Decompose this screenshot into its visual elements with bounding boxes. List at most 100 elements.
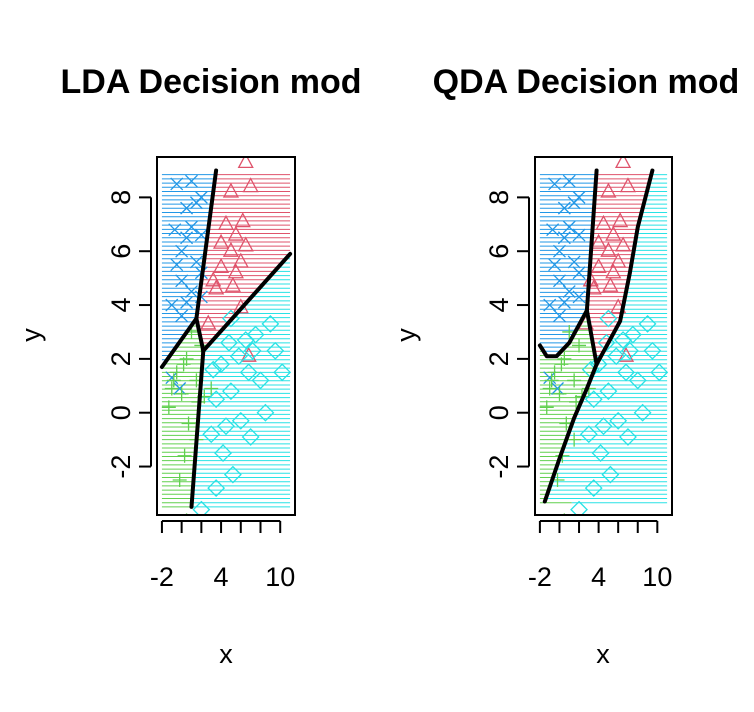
qda-point-cyan	[584, 390, 603, 409]
lda-point-cyan	[229, 347, 248, 366]
lda-y-tick-label: 8	[106, 190, 136, 205]
qda-boundary-line	[594, 168, 655, 367]
qda-y-tick-label: 6	[484, 244, 514, 259]
qda-point-blue	[572, 266, 586, 280]
lda-boundary-line	[194, 168, 219, 321]
lda-point-green	[161, 400, 176, 415]
lda-point-green	[204, 381, 219, 396]
lda-point-blue	[175, 309, 189, 323]
qda-point-green	[539, 400, 554, 415]
qda-point-green	[567, 432, 582, 447]
qda-point-cyan	[621, 341, 639, 360]
qda-point-blue	[548, 258, 562, 272]
qda-point-cyan	[628, 371, 647, 390]
lda-point-green	[174, 386, 189, 401]
qda-point-blue	[557, 231, 571, 245]
qda-point-blue	[557, 201, 571, 215]
qda-plot-frame	[534, 156, 673, 516]
qda-point-cyan	[607, 347, 626, 366]
qda-decision-regions	[539, 174, 668, 504]
lda-point-green	[181, 416, 196, 431]
qda-y-axis-label: y	[391, 328, 421, 342]
lda-point-red	[200, 314, 217, 330]
lda-point-cyan	[261, 314, 280, 333]
lda-point-blue	[185, 174, 198, 188]
lda-point-blue	[165, 298, 179, 312]
lda-point-cyan	[192, 500, 211, 515]
lda-point-cyan	[246, 325, 265, 344]
qda-point-red	[614, 236, 632, 252]
qda-point-blue	[562, 220, 576, 234]
lda-point-red	[222, 182, 240, 198]
lda-y-tick-label: 0	[106, 405, 136, 420]
qda-point-blue	[553, 274, 566, 288]
lda-point-green	[179, 351, 194, 366]
qda-point-red	[614, 157, 632, 169]
lda-point-blue	[170, 258, 184, 272]
lda-point-blue	[180, 295, 194, 309]
qda-point-cyan	[633, 403, 652, 422]
lda-point-blue	[185, 220, 198, 234]
lda-point-blue	[175, 274, 189, 288]
lda-point-blue	[168, 223, 182, 237]
lda-y-tick-label: 2	[106, 351, 136, 366]
qda-decision-boundaries	[537, 168, 655, 504]
lda-point-cyan	[223, 465, 242, 484]
qda-point-cyan	[599, 309, 618, 328]
qda-point-green	[542, 381, 557, 396]
lda-point-cyan	[214, 444, 232, 463]
qda-x-tick-label: 4	[591, 562, 606, 592]
lda-point-cyan	[241, 428, 260, 446]
qda-point-red	[612, 212, 629, 228]
lda-point-green	[177, 448, 192, 463]
lda-boundary-line	[159, 316, 199, 369]
qda-point-green	[547, 365, 562, 380]
lda-point-red	[208, 279, 225, 295]
qda-point-blue	[553, 309, 566, 323]
qda-boundary-line	[584, 168, 599, 313]
lda-point-red	[234, 212, 251, 228]
lda-point-red	[242, 177, 259, 193]
qda-y-tick-label: -2	[484, 455, 514, 479]
qda-point-blue	[543, 371, 557, 385]
lda-point-cyan	[256, 403, 275, 422]
qda-point-blue	[557, 295, 571, 309]
lda-point-cyan	[239, 363, 258, 382]
qda-y-axis: -2 0 2 4 6 8	[484, 190, 530, 479]
qda-point-red	[605, 263, 622, 279]
lda-plot-frame	[156, 156, 296, 516]
lda-boundary-line	[201, 251, 293, 353]
lda-point-green	[172, 473, 187, 488]
lda-point-cyan	[207, 479, 226, 498]
qda-point-green	[557, 351, 572, 366]
lda-point-green	[176, 357, 191, 372]
qda-point-cyan	[579, 425, 598, 444]
qda-point-blue	[548, 177, 562, 191]
lda-point-cyan	[222, 382, 240, 401]
qda-point-cyan	[650, 363, 669, 382]
qda-chart-title: QDA Decision mod	[433, 63, 740, 101]
qda-point-cyan	[584, 479, 603, 498]
qda-point-cyan	[617, 363, 635, 382]
lda-point-red	[222, 241, 240, 257]
qda-point-blue	[553, 244, 566, 258]
qda-point-blue	[562, 285, 576, 299]
qda-point-blue	[546, 223, 560, 237]
lda-point-cyan	[207, 390, 226, 409]
qda-point-cyan	[594, 417, 613, 436]
qda-boundary-line	[537, 308, 589, 359]
qda-x-axis-label: x	[596, 639, 610, 669]
qda-y-tick-label: 4	[484, 298, 514, 313]
qda-point-green	[554, 357, 569, 372]
qda-point-green	[572, 338, 587, 353]
lda-point-blue	[175, 244, 189, 258]
lda-point-cyan	[273, 363, 292, 382]
lda-boundary-line	[189, 348, 206, 509]
qda-point-cyan	[643, 341, 662, 360]
qda-x-tick-label: 10	[642, 562, 672, 592]
lda-point-green	[169, 365, 184, 380]
lda-point-red	[224, 276, 241, 292]
lda-y-axis: -2 0 2 4 6 8	[106, 190, 152, 479]
lda-point-blue	[180, 231, 194, 245]
lda-point-red	[237, 236, 254, 252]
